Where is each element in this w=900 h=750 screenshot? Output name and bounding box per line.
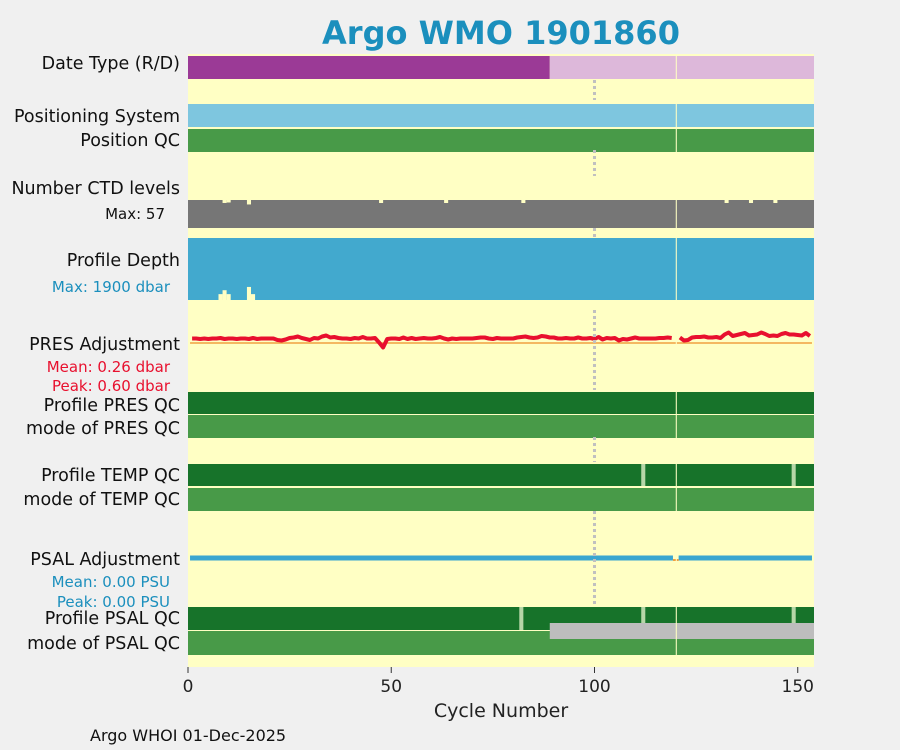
- profile-depth-dip-1: [222, 290, 227, 300]
- mode-temp-qc-label: mode of TEMP QC: [23, 490, 180, 510]
- date-type-delayed-bar: [188, 56, 550, 79]
- psal-adjustment-peak-label: Peak: 0.00 PSU: [57, 593, 170, 611]
- pres-adjustment-mean-label: Mean: 0.26 dbar: [47, 358, 171, 376]
- psal-qc-break-2: [791, 607, 796, 630]
- profile-depth-dip-2: [226, 294, 231, 300]
- profile-depth-max-label: Max: 1900 dbar: [52, 278, 171, 296]
- position-qc-label: Position QC: [80, 131, 180, 151]
- psal-qc-break-0: [519, 607, 524, 630]
- mode-pres-qc-bar: [188, 415, 814, 438]
- pres-adjustment-label: PRES Adjustment: [29, 335, 180, 355]
- ctd-levels-notch-5: [773, 200, 778, 203]
- ctd-levels-dip-0: [222, 200, 227, 203]
- ctd-levels-notch-2: [521, 200, 526, 203]
- psal-qc-break-1: [641, 607, 646, 630]
- x-tick-label-2: 100: [578, 677, 610, 697]
- profile-depth-dip-4: [251, 294, 256, 300]
- x-axis: 0 50 100 150: [183, 667, 814, 697]
- pres-adjustment-line-a: [192, 333, 672, 350]
- profile-depth-bar: [188, 238, 814, 300]
- missing-cycle-gap: [675, 54, 677, 667]
- ctd-levels-notch-4: [748, 200, 754, 203]
- profile-depth-label: Profile Depth: [67, 251, 180, 271]
- ctd-levels-notch-0: [379, 200, 384, 203]
- pres-adjustment-peak-label: Peak: 0.60 dbar: [52, 377, 171, 395]
- profile-psal-qc-label: Profile PSAL QC: [45, 609, 180, 629]
- psal-adjustment-label: PSAL Adjustment: [30, 550, 180, 570]
- ctd-levels-notch-1: [444, 200, 449, 203]
- plot-panel: [188, 54, 814, 667]
- ctd-levels-notch-3: [724, 200, 729, 203]
- profile-temp-qc-label: Profile TEMP QC: [41, 466, 180, 486]
- mode-pres-qc-label: mode of PRES QC: [26, 419, 180, 439]
- positioning-system-bar: [188, 104, 814, 127]
- ctd-levels-bar: [188, 200, 814, 228]
- pres-adjustment-line-b: [678, 330, 812, 343]
- temp-qc-break-0: [641, 464, 646, 486]
- profile-depth-dip-0: [218, 294, 223, 300]
- psal-adjustment-mean-label: Mean: 0.00 PSU: [52, 573, 170, 591]
- footer-credit: Argo WHOI 01-Dec-2025: [90, 726, 286, 745]
- mode-psal-qc-missing-bar: [549, 623, 814, 639]
- profile-pres-qc-label: Profile PRES QC: [44, 396, 180, 416]
- x-tick-label-3: 150: [782, 677, 814, 697]
- ctd-levels-max-label: Max: 57: [105, 205, 165, 223]
- x-tick-label-0: 0: [183, 677, 194, 697]
- mode-psal-qc-label: mode of PSAL QC: [27, 634, 180, 654]
- profile-temp-qc-bar: [188, 464, 814, 486]
- profile-pres-qc-bar: [188, 392, 814, 414]
- date-type-label: Date Type (R/D): [42, 54, 180, 74]
- x-axis-label: Cycle Number: [434, 700, 568, 722]
- chart-title: Argo WMO 1901860: [322, 14, 680, 52]
- mode-temp-qc-bar: [188, 488, 814, 511]
- chart-marks: [188, 54, 814, 667]
- x-tick-label-1: 50: [380, 677, 402, 697]
- profile-depth-dip-3: [246, 286, 252, 300]
- positioning-system-label: Positioning System: [14, 107, 180, 127]
- ctd-levels-dip-1: [226, 200, 231, 203]
- temp-qc-break-1: [791, 464, 796, 486]
- position-qc-bar: [188, 129, 814, 152]
- date-type-realtime-bar: [549, 56, 814, 79]
- ctd-levels-label: Number CTD levels: [11, 179, 180, 199]
- ctd-levels-dip-2: [246, 200, 252, 205]
